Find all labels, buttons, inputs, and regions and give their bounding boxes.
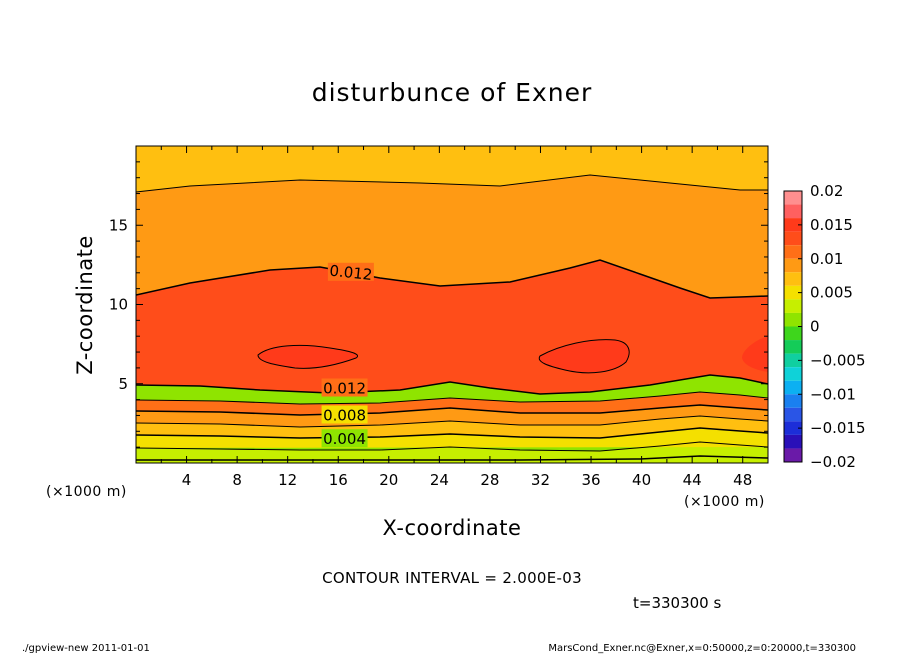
contour-blob-right bbox=[538, 339, 630, 374]
x-tick-label: 28 bbox=[480, 471, 499, 489]
band-0-002 bbox=[136, 442, 768, 463]
y-axis-title: Z-coordinate bbox=[73, 235, 97, 375]
contour-lower-0-012 bbox=[136, 374, 768, 395]
x-tick-label: 40 bbox=[632, 471, 651, 489]
x-tick-label: 16 bbox=[329, 471, 348, 489]
footer-right: MarsCond_Exner.nc@Exner,x=0:50000,z=0:20… bbox=[548, 643, 856, 654]
colorbar-tick-label: −0.02 bbox=[810, 453, 856, 471]
colorbar-tick-label: 0 bbox=[810, 318, 820, 336]
contour-label: 0.008 bbox=[323, 406, 366, 424]
colorbar-tick-label: 0.015 bbox=[810, 216, 853, 234]
x-tick-label: 12 bbox=[278, 471, 297, 489]
colorbar-swatch bbox=[784, 448, 802, 462]
colorbar-tick-label: 0.01 bbox=[810, 250, 843, 268]
max-blob-edge bbox=[742, 336, 768, 372]
colorbar-swatch bbox=[784, 407, 802, 422]
colorbar-swatch bbox=[784, 272, 802, 286]
colorbar-swatch bbox=[784, 353, 802, 368]
contour-0-000 bbox=[136, 455, 768, 461]
colorbar-swatch bbox=[784, 326, 802, 341]
band-0-006 bbox=[136, 416, 768, 438]
colorbar-swatch bbox=[784, 421, 802, 435]
band-0-004 bbox=[136, 428, 768, 448]
contour-label-bg bbox=[321, 429, 368, 448]
contour-label-bg bbox=[321, 378, 368, 397]
colorbar-tick-label: 0.005 bbox=[810, 284, 853, 302]
colorbar-swatch bbox=[784, 258, 802, 273]
x-tick-label: 48 bbox=[733, 471, 752, 489]
contour-blob-left bbox=[257, 344, 358, 369]
x-axis-title: X-coordinate bbox=[383, 516, 522, 540]
x-unit-right: (×1000 m) bbox=[684, 494, 765, 510]
colorbar-swatch bbox=[784, 231, 802, 246]
y-axis-ticks: 5 10 15 bbox=[109, 145, 768, 464]
colorbar-swatch bbox=[784, 312, 802, 327]
colorbar-swatch bbox=[784, 434, 802, 449]
x-tick-label: 20 bbox=[379, 471, 398, 489]
contour-label: 0.004 bbox=[323, 430, 366, 448]
colorbar-swatch bbox=[784, 191, 802, 205]
contour-0-002 bbox=[136, 441, 768, 452]
chart-title: disturbunce of Exner bbox=[312, 78, 593, 107]
band-0-008 bbox=[136, 405, 768, 427]
band-upper-0-008 bbox=[136, 146, 768, 192]
contour-label: 0.012 bbox=[329, 262, 374, 284]
x-tick-label: 24 bbox=[430, 471, 449, 489]
colorbar-swatch bbox=[784, 218, 802, 232]
colorbar-tick-label: 0.02 bbox=[810, 182, 843, 200]
colorbar-swatch bbox=[784, 299, 802, 313]
colorbar-tick-label: −0.005 bbox=[810, 351, 866, 369]
contour-label-bg bbox=[321, 405, 368, 424]
max-blob-left bbox=[258, 345, 358, 369]
contour-0-004 bbox=[136, 427, 768, 439]
x-axis-ticks: 4 8 12 16 20 24 28 32 36 40 44 48 bbox=[135, 146, 769, 489]
y-tick-label: 5 bbox=[118, 375, 128, 393]
colorbar-ticks: 0.02 0.015 0.01 0.005 0 −0.005 −0.01 −0.015 −0.0… bbox=[798, 182, 866, 471]
colorbar-tick-label: −0.015 bbox=[810, 419, 866, 437]
y-tick-label: 15 bbox=[109, 216, 128, 234]
contour-label-bg bbox=[327, 262, 374, 281]
y-tick-label: 10 bbox=[109, 296, 128, 314]
contour-labels: 0.012 0.012 0.008 0.004 bbox=[321, 262, 374, 448]
contour-label: 0.012 bbox=[323, 380, 366, 398]
x-tick-label: 32 bbox=[531, 471, 550, 489]
colorbar bbox=[783, 190, 803, 463]
contour-0-006 bbox=[136, 415, 768, 428]
footer-left: ./gpview-new 2011-01-01 bbox=[22, 643, 150, 654]
x-tick-label: 4 bbox=[182, 471, 192, 489]
colorbar-swatch bbox=[784, 340, 802, 354]
max-blob-right bbox=[539, 339, 630, 373]
plot-area bbox=[136, 146, 768, 463]
colorbar-tick-label: −0.01 bbox=[810, 385, 856, 403]
contour-0-010 bbox=[136, 391, 768, 405]
colorbar-swatch bbox=[784, 285, 802, 300]
contour-0-008 bbox=[136, 404, 768, 416]
x-tick-label: 44 bbox=[683, 471, 702, 489]
x-unit-left: (×1000 m) bbox=[46, 484, 127, 500]
x-tick-label: 8 bbox=[232, 471, 242, 489]
colorbar-swatch bbox=[784, 245, 802, 259]
x-tick-label: 36 bbox=[581, 471, 600, 489]
time-text: t=330300 s bbox=[633, 594, 721, 612]
contour-upper-0-008 bbox=[136, 174, 768, 193]
contour-interval-text: CONTOUR INTERVAL = 2.000E-03 bbox=[322, 569, 582, 587]
contour-upper-0-012 bbox=[136, 259, 768, 299]
band-0-010 bbox=[136, 392, 768, 415]
colorbar-swatch bbox=[784, 367, 802, 381]
colorbar-swatch bbox=[784, 380, 802, 395]
colorbar-swatch bbox=[784, 394, 802, 408]
colorbar-swatch bbox=[784, 204, 802, 219]
band-upper-0-010 bbox=[136, 175, 768, 298]
